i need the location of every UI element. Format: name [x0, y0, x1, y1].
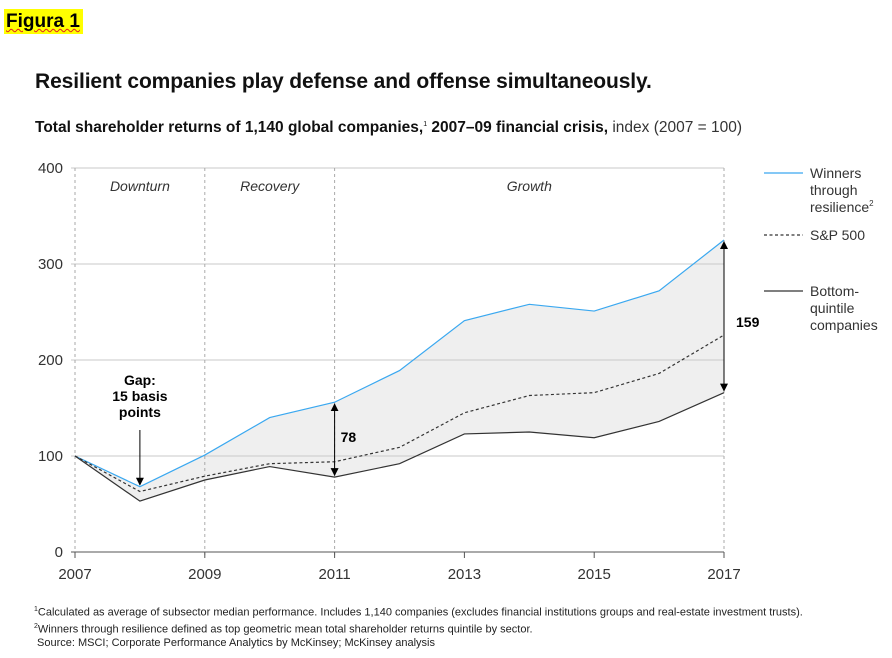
- y-tick-label: 200: [38, 352, 63, 369]
- gap-annotation-text: 15 basis: [112, 388, 167, 404]
- x-tick-label: 2009: [188, 566, 221, 583]
- x-tick-label: 2013: [448, 566, 481, 583]
- chart-subtitle: Total shareholder returns of 1,140 globa…: [35, 119, 742, 137]
- source: Source: MSCI; Corporate Performance Anal…: [37, 637, 435, 650]
- footnote-text: Calculated as average of subsector media…: [37, 606, 803, 619]
- gap-2011-label: 78: [341, 429, 357, 445]
- x-tick-label: 2011: [318, 566, 350, 583]
- footnote-sup: 1: [34, 606, 38, 613]
- gap-annotation-text: points: [119, 404, 161, 420]
- subtitle-light: index (2007 = 100): [608, 119, 743, 136]
- x-tick-label: 2007: [58, 566, 91, 583]
- footnote-text: Winners through resilience defined as to…: [37, 623, 533, 636]
- footnote-2: 2Winners through resilience defined as t…: [34, 620, 803, 637]
- footnotes: 1Calculated as average of subsector medi…: [34, 603, 803, 651]
- x-tick-label: 2015: [578, 566, 611, 583]
- gap-annotation-text: Gap:: [124, 372, 156, 388]
- chart-title: Resilient companies play defense and off…: [35, 70, 652, 93]
- subtitle-bold: Total shareholder returns of 1,140 globa…: [35, 119, 424, 136]
- y-tick-label: 300: [38, 256, 63, 273]
- legend-label-1: S&P 500: [810, 227, 865, 243]
- legend-label-2: Bottom-quintile companies: [810, 283, 878, 333]
- footnote-1: 1Calculated as average of subsector medi…: [34, 603, 803, 620]
- subtitle-sup: 1: [423, 120, 428, 128]
- y-tick-label: 100: [38, 448, 63, 465]
- x-tick-label: 2017: [707, 566, 740, 583]
- figure-label: Figura 1: [4, 9, 83, 34]
- y-tick-label: 0: [55, 544, 63, 561]
- phase-label: Recovery: [240, 178, 300, 194]
- subtitle-bold2: 2007–09 financial crisis,: [427, 119, 609, 136]
- footnote-sup: 2: [34, 623, 38, 631]
- phase-label: Downturn: [110, 178, 170, 194]
- phase-label: Growth: [507, 178, 552, 194]
- y-tick-label: 400: [38, 160, 63, 177]
- gap-2017-label: 159: [736, 314, 760, 330]
- legend-label-0: Winners through resilience2: [810, 165, 874, 215]
